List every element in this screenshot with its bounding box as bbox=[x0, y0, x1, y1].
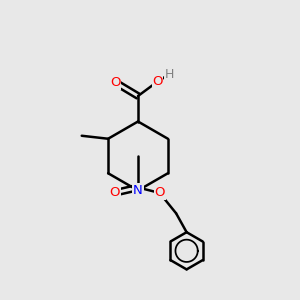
Text: O: O bbox=[110, 76, 121, 89]
Text: O: O bbox=[152, 75, 163, 88]
Text: H: H bbox=[165, 68, 174, 81]
Text: O: O bbox=[109, 186, 120, 200]
Text: N: N bbox=[133, 184, 143, 197]
Text: O: O bbox=[154, 186, 165, 200]
